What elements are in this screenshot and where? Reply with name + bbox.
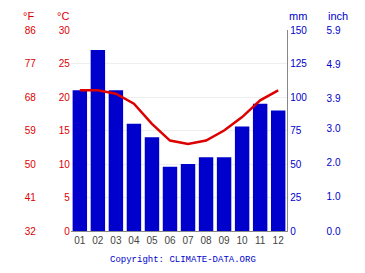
svg-text:°F: °F: [23, 10, 34, 22]
svg-text:2.0: 2.0: [327, 157, 341, 168]
svg-text:32: 32: [25, 226, 37, 237]
svg-text:0: 0: [64, 226, 70, 237]
svg-text:08: 08: [200, 235, 212, 246]
svg-text:68: 68: [25, 92, 37, 103]
svg-text:5: 5: [64, 192, 70, 203]
svg-text:09: 09: [219, 235, 231, 246]
svg-text:07: 07: [182, 235, 194, 246]
svg-text:125: 125: [290, 58, 307, 69]
svg-text:25: 25: [290, 192, 302, 203]
svg-text:3.0: 3.0: [327, 123, 341, 134]
svg-text:5.9: 5.9: [327, 25, 341, 36]
svg-text:0.0: 0.0: [327, 226, 341, 237]
svg-text:3.9: 3.9: [327, 93, 341, 104]
svg-text:Copyright: CLIMATE-DATA.ORG: Copyright: CLIMATE-DATA.ORG: [110, 255, 256, 265]
svg-text:30: 30: [59, 25, 71, 36]
svg-text:50: 50: [25, 159, 37, 170]
svg-text:05: 05: [146, 235, 158, 246]
svg-text:15: 15: [59, 125, 71, 136]
svg-text:03: 03: [110, 235, 122, 246]
svg-text:°C: °C: [57, 10, 69, 22]
svg-text:25: 25: [59, 58, 71, 69]
svg-text:12: 12: [273, 235, 285, 246]
svg-text:1.0: 1.0: [327, 191, 341, 202]
svg-text:02: 02: [92, 235, 104, 246]
svg-text:inch: inch: [328, 10, 348, 22]
svg-text:mm: mm: [289, 10, 307, 22]
svg-text:59: 59: [25, 125, 37, 136]
svg-text:4.9: 4.9: [327, 59, 341, 70]
svg-text:86: 86: [25, 25, 37, 36]
svg-text:0: 0: [290, 226, 296, 237]
svg-text:50: 50: [290, 159, 302, 170]
svg-text:150: 150: [290, 25, 307, 36]
svg-text:01: 01: [74, 235, 86, 246]
svg-text:11: 11: [255, 235, 266, 246]
svg-text:20: 20: [59, 92, 71, 103]
svg-text:41: 41: [25, 192, 37, 203]
svg-text:04: 04: [128, 235, 140, 246]
svg-text:100: 100: [290, 92, 307, 103]
svg-text:75: 75: [290, 125, 302, 136]
svg-text:10: 10: [59, 159, 71, 170]
svg-text:06: 06: [164, 235, 176, 246]
svg-text:10: 10: [237, 235, 249, 246]
svg-text:77: 77: [25, 58, 37, 69]
